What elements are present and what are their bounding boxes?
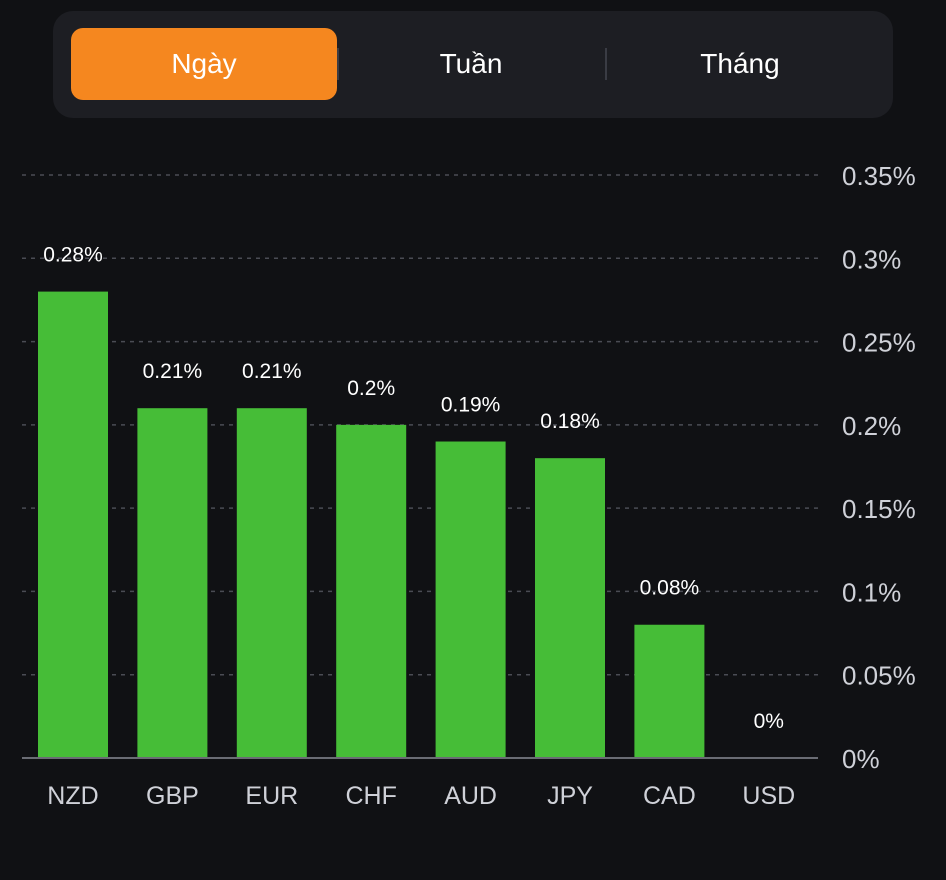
bar-chf: [336, 424, 407, 758]
bar-jpy: [535, 458, 605, 758]
data-label: 0.21%: [242, 360, 302, 383]
y-tick-label: 0.05%: [842, 661, 916, 691]
tab-week[interactable]: Tuần: [338, 28, 604, 100]
x-tick-label: CAD: [643, 782, 696, 810]
data-label: 0.28%: [43, 244, 103, 267]
tab-day[interactable]: Ngày: [71, 28, 337, 100]
bar-cad: [634, 624, 705, 758]
bar-nzd: [38, 291, 108, 758]
data-label: 0.21%: [143, 360, 203, 383]
data-label: 0.19%: [441, 394, 501, 417]
x-tick-label: USD: [742, 782, 795, 810]
data-label: 0.2%: [347, 377, 395, 400]
tab-month[interactable]: Tháng: [607, 28, 873, 100]
data-label: 0%: [754, 710, 784, 733]
y-tick-label: 0.2%: [842, 411, 901, 441]
x-tick-label: AUD: [444, 782, 497, 810]
x-tick-label: GBP: [146, 782, 199, 810]
y-tick-label: 0%: [842, 744, 880, 774]
y-tick-label: 0.15%: [842, 494, 916, 524]
x-tick-label: EUR: [245, 782, 298, 810]
y-tick-label: 0.25%: [842, 328, 916, 358]
x-tick-label: NZD: [47, 782, 98, 810]
tab-divider: [605, 48, 607, 80]
data-label: 0.18%: [540, 410, 600, 433]
data-label: 0.08%: [640, 577, 700, 600]
y-tick-label: 0.3%: [842, 244, 901, 274]
bar-eur: [236, 408, 307, 758]
y-tick-label: 0.35%: [842, 161, 916, 191]
y-tick-label: 0.1%: [842, 577, 901, 607]
tab-divider: [337, 48, 339, 80]
bar-aud: [435, 441, 506, 758]
x-tick-label: CHF: [346, 782, 397, 810]
bar-gbp: [137, 408, 208, 758]
period-selector: Ngày Tuần Tháng: [53, 11, 893, 118]
x-tick-label: JPY: [547, 782, 593, 810]
